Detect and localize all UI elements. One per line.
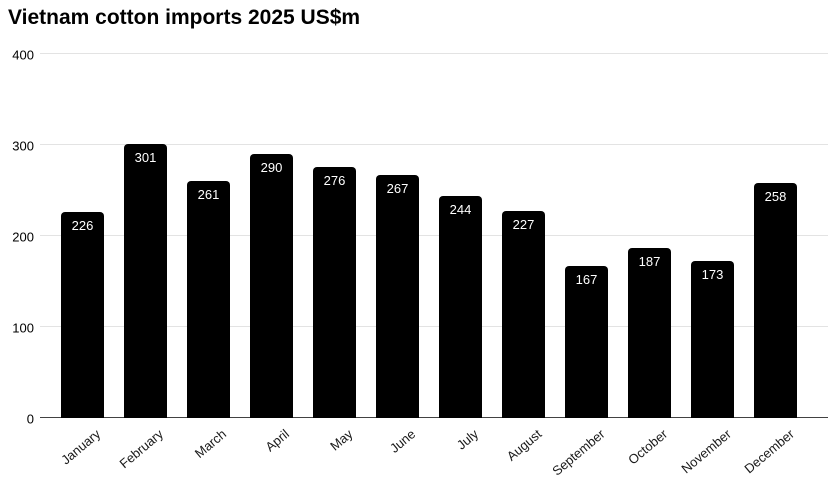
- bar-value-label: 258: [764, 189, 787, 205]
- chart-title: Vietnam cotton imports 2025 US$m: [8, 6, 361, 29]
- bar[interactable]: 167: [565, 266, 608, 418]
- bar-slot: 290 April: [240, 54, 303, 454]
- y-axis-tick-label: 0: [26, 411, 34, 427]
- bar-value-label: 173: [701, 266, 724, 282]
- gridline: [40, 53, 828, 54]
- bar-value-label: 261: [197, 186, 220, 202]
- y-axis-tick-label: 200: [12, 229, 34, 245]
- x-axis-line: [40, 417, 828, 418]
- y-axis-tick-label: 100: [12, 320, 34, 336]
- bar-slot: 227 August: [492, 54, 555, 464]
- bar-value-label: 167: [575, 272, 598, 288]
- bar-slot: 226 January: [51, 54, 114, 467]
- x-axis-category-label: April: [262, 426, 293, 455]
- bar[interactable]: 173: [691, 260, 734, 418]
- x-axis-category-label: July: [454, 426, 482, 453]
- gridline: [40, 326, 828, 327]
- bar-slot: 167 September: [549, 54, 618, 479]
- bar-slot: 244 July: [429, 54, 492, 453]
- bar-value-label: 187: [638, 253, 661, 269]
- x-axis-category-label: June: [387, 426, 419, 456]
- bar-value-label: 244: [449, 201, 472, 217]
- bar-value-label: 267: [386, 181, 409, 197]
- bar[interactable]: 187: [628, 247, 671, 418]
- bar-slot: 261 March: [177, 54, 240, 461]
- bar-value-label: 290: [260, 160, 283, 176]
- bar-slot: 267 June: [366, 54, 429, 456]
- x-axis-category-label: March: [192, 426, 230, 461]
- bar[interactable]: 244: [439, 195, 482, 418]
- bar-value-label: 227: [512, 217, 535, 233]
- x-axis-category-label: August: [503, 426, 545, 464]
- bar-value-label: 276: [323, 172, 346, 188]
- bar[interactable]: 227: [502, 211, 545, 418]
- y-axis-tick-label: 300: [12, 138, 34, 154]
- bar[interactable]: 261: [187, 180, 230, 418]
- bar[interactable]: 276: [313, 166, 356, 418]
- bar-slot: 301 February: [114, 54, 177, 471]
- x-axis-category-label: May: [327, 426, 356, 454]
- plot-area: 0 100 200 300 400 226 January 301 February 261 Mar…: [12, 49, 828, 479]
- bar-value-label: 226: [71, 218, 94, 234]
- x-axis-category-label: December: [740, 426, 797, 477]
- bar[interactable]: 258: [754, 183, 797, 418]
- bar-slot: 258 December: [741, 54, 807, 476]
- x-axis-category-label: November: [677, 426, 734, 477]
- y-axis-tick-label: 400: [12, 47, 34, 63]
- bars-group: 226 January 301 February 261 March 290 April 276…: [51, 54, 807, 479]
- bar[interactable]: 267: [376, 175, 419, 418]
- bar-slot: 276 May: [303, 54, 366, 454]
- bar-slot: 187 October: [618, 54, 681, 467]
- x-axis-category-label: January: [58, 426, 104, 468]
- bar[interactable]: 301: [124, 144, 167, 418]
- gridline: [40, 235, 828, 236]
- bar[interactable]: 226: [61, 212, 104, 418]
- bar[interactable]: 290: [250, 154, 293, 418]
- x-axis-category-label: February: [116, 426, 167, 472]
- x-axis-category-label: October: [625, 426, 671, 468]
- gridline: [40, 144, 828, 145]
- bar-slot: 173 November: [678, 54, 744, 476]
- bar-value-label: 301: [134, 150, 157, 166]
- x-axis-category-label: September: [549, 426, 608, 479]
